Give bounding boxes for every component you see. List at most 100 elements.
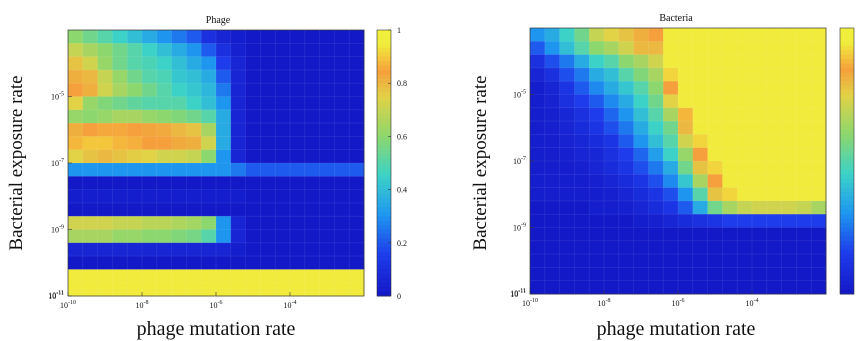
bacteria-heatmap-cell <box>796 147 812 162</box>
bacteria-colorbar-swatch <box>840 262 854 268</box>
bacteria-heatmap-cell <box>811 28 827 42</box>
bacteria-heatmap-cell <box>766 161 782 175</box>
bacteria-heatmap-cell <box>737 81 753 95</box>
phage-colorbar-swatch <box>377 238 391 244</box>
phage-heatmap-cell <box>216 163 232 177</box>
bacteria-heatmap-cell <box>707 54 723 69</box>
phage-heatmap-cell <box>142 282 158 297</box>
bacteria-heatmap-cell <box>544 280 560 295</box>
phage-heatmap-cell <box>216 109 232 124</box>
phage-y-axis-label: Bacterial exposure rate <box>6 75 27 250</box>
bacteria-heatmap-cell <box>589 107 605 122</box>
phage-heatmap-cell <box>112 256 128 270</box>
phage-heatmap-cell <box>156 123 172 137</box>
bacteria-heatmap-cell <box>544 214 560 228</box>
bacteria-heatmap-cell <box>766 227 782 242</box>
phage-colorbar-swatch <box>377 61 391 66</box>
phage-heatmap-cell <box>334 269 350 284</box>
phage-heatmap-cell <box>275 189 291 204</box>
bacteria-heatmap-cell <box>722 81 738 95</box>
bacteria-heatmap-cell <box>692 187 708 202</box>
bacteria-heatmap-cell <box>796 254 812 268</box>
bacteria-colorbar-swatch <box>840 81 854 87</box>
bacteria-y-tick-label: 10-5 <box>513 90 526 100</box>
bacteria-heatmap-cell <box>796 267 812 282</box>
bacteria-heatmap-cell <box>559 67 575 82</box>
bacteria-heatmap-cell <box>737 107 753 122</box>
phage-colorbar-swatch <box>377 251 391 257</box>
phage-heatmap-cell <box>304 136 320 151</box>
phage-heatmap-cell <box>82 83 98 97</box>
phage-heatmap-cell <box>275 109 291 124</box>
phage-heatmap-cell <box>275 256 291 270</box>
phage-heatmap-cell <box>275 149 291 164</box>
phage-heatmap-cell <box>68 242 84 257</box>
phage-heatmap-cell <box>334 216 350 230</box>
phage-heatmap-cell <box>304 242 320 257</box>
phage-colorbar-swatch <box>377 118 391 124</box>
phage-heatmap-cell <box>260 123 276 137</box>
bacteria-heatmap-cell <box>796 187 812 202</box>
bacteria-heatmap-cell <box>663 134 679 149</box>
phage-heatmap-cell <box>304 269 320 284</box>
phage-panel: Phage 10-10 10-8 10-6 10-4 10-5 10-7 10-9 10-1… <box>6 15 407 340</box>
phage-heatmap-cell <box>68 83 84 97</box>
phage-colorbar-swatch <box>377 96 391 102</box>
phage-heatmap-cell <box>349 123 365 137</box>
bacteria-colorbar-swatch <box>840 147 854 153</box>
bacteria-heatmap-cell <box>678 240 694 255</box>
phage-heatmap-cell <box>349 229 365 244</box>
bacteria-heatmap-cell <box>574 240 590 255</box>
phage-heatmap-cell <box>142 149 158 164</box>
phage-heatmap-cell <box>334 83 350 97</box>
phage-heatmap-cell <box>260 69 276 84</box>
bacteria-heatmap-cell <box>737 174 753 188</box>
phage-heatmap-cell <box>260 216 276 230</box>
bacteria-heatmap-cell <box>559 54 575 69</box>
bacteria-heatmap-cell <box>811 94 827 109</box>
phage-heatmap-cell <box>260 30 276 44</box>
bacteria-heatmap-cell <box>618 121 634 135</box>
phage-heatmap-cell <box>186 216 202 230</box>
phage-heatmap-cell <box>97 69 113 84</box>
phage-heatmap-cell <box>156 43 172 57</box>
phage-heatmap-cell <box>127 189 143 204</box>
bacteria-heatmap-cell <box>766 267 782 282</box>
bacteria-colorbar-swatch <box>840 285 854 291</box>
bacteria-heatmap-cell <box>796 41 812 55</box>
bacteria-heatmap-cell <box>544 41 560 55</box>
bacteria-heatmap-cell <box>574 254 590 268</box>
bacteria-heatmap-cell <box>663 41 679 55</box>
phage-heatmap-cell <box>186 96 202 111</box>
phage-heatmap-cell <box>290 123 306 137</box>
bacteria-heatmap-cell <box>648 94 664 109</box>
phage-heatmap-cell <box>127 256 143 270</box>
phage-colorbar-swatch <box>377 291 391 297</box>
bacteria-heatmap-cell <box>618 161 634 175</box>
phage-heatmap-cell <box>290 256 306 270</box>
bacteria-heatmap-cell <box>766 254 782 268</box>
phage-heatmap-cell <box>201 189 217 204</box>
bacteria-heatmap-cell <box>633 67 649 82</box>
bacteria-heatmap-cell <box>663 67 679 82</box>
bacteria-heatmap-cell <box>678 254 694 268</box>
phage-heatmap-cell <box>319 256 335 270</box>
phage-heatmap-cell <box>201 123 217 137</box>
phage-heatmap-cell <box>97 256 113 270</box>
bacteria-heatmap-cell <box>648 174 664 188</box>
phage-heatmap-cell <box>171 136 187 151</box>
bacteria-heatmap-cell <box>722 54 738 69</box>
phage-colorbar-swatch <box>377 158 391 164</box>
phage-heatmap-cell <box>216 43 232 57</box>
phage-heatmap-cell <box>230 229 246 244</box>
phage-heatmap-cell <box>127 269 143 284</box>
bacteria-heatmap-cell <box>633 227 649 242</box>
bacteria-y-axis-label: Bacterial exposure rate <box>470 75 491 250</box>
phage-colorbar-ticks: 0 0.2 0.4 0.6 0.8 1 <box>388 26 407 301</box>
phage-colorbar-swatch <box>377 43 391 49</box>
phage-colorbar-swatch <box>377 202 391 208</box>
bacteria-heatmap-cell <box>781 41 797 55</box>
phage-heatmap-cell <box>245 56 261 71</box>
phage-heatmap-cell <box>171 216 187 230</box>
bacteria-colorbar-swatch <box>840 41 854 47</box>
